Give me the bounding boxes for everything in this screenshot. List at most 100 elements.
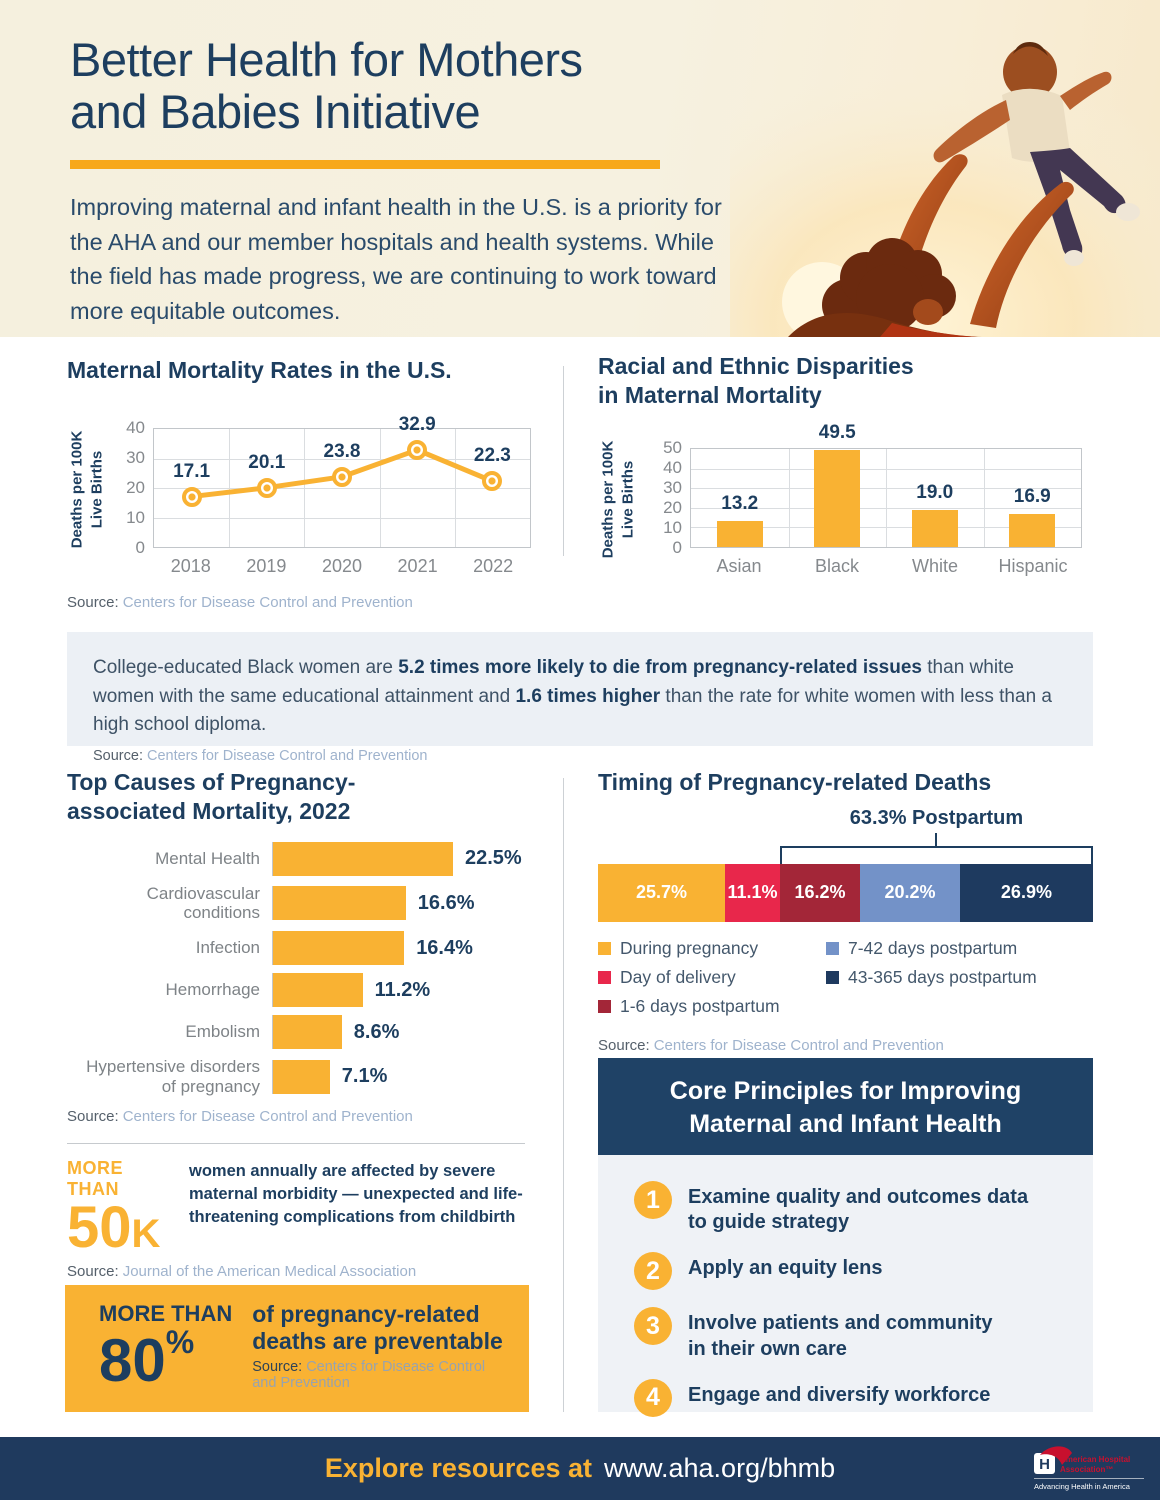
cause-bar-area: 8.6% bbox=[272, 1015, 539, 1050]
cause-value: 22.5% bbox=[465, 847, 522, 870]
x-category-label: 2018 bbox=[170, 556, 211, 576]
principle-item: 1 Examine quality and outcomes data to gu… bbox=[634, 1181, 1071, 1235]
stat-50k-figure: MORE THAN 50K bbox=[67, 1158, 175, 1257]
line-chart-plot-area: 17.1 20.1 23.8 32.9 22.3 bbox=[153, 414, 531, 548]
data-label: 22.3 bbox=[473, 445, 511, 467]
y-tick-label: 50 bbox=[663, 438, 682, 457]
cause-row: Embolism 8.6% bbox=[67, 1015, 539, 1050]
stat-kicker: MORE THAN bbox=[67, 1158, 123, 1199]
page-title: Better Health for Mothers and Babies Ini… bbox=[70, 34, 583, 137]
x-category-label: Hispanic bbox=[998, 556, 1068, 576]
legend-swatch-icon bbox=[598, 999, 611, 1013]
cause-row: Hemorrhage 11.2% bbox=[67, 973, 539, 1008]
svg-text:H: H bbox=[1039, 1456, 1050, 1473]
source-link[interactable]: Journal of the American Medical Associat… bbox=[122, 1263, 417, 1281]
x-category-label: 2022 bbox=[473, 556, 514, 576]
cause-label: Mental Health bbox=[155, 849, 260, 869]
data-point-2018 bbox=[181, 486, 202, 507]
source-link[interactable]: Centers for Disease Control and Preventi… bbox=[653, 1036, 944, 1054]
data-point-2022 bbox=[482, 471, 503, 492]
source-attribution: Source: Centers for Disease Control and P… bbox=[93, 747, 428, 764]
cause-row: Hypertensive disorders of pregnancy 7.1% bbox=[67, 1057, 539, 1096]
postpartum-bracket bbox=[779, 845, 1093, 864]
footer-prefix: Explore resources at bbox=[324, 1453, 592, 1483]
callout-text: College-educated Black women are 5.2 tim… bbox=[93, 657, 1052, 735]
principle-number-badge: 4 bbox=[634, 1378, 672, 1417]
data-point-2021 bbox=[407, 439, 428, 460]
source-attribution: Source: Centers for Disease Control and P… bbox=[67, 594, 413, 611]
cause-bar bbox=[273, 841, 453, 876]
x-category-label: White bbox=[911, 556, 958, 576]
bar-chart-x-labels: Asian Black White Hispanic bbox=[690, 556, 1082, 577]
cause-label: Hypertensive disorders of pregnancy bbox=[86, 1057, 260, 1096]
cause-bar bbox=[273, 931, 405, 966]
source-link[interactable]: Centers for Disease Control and Preventi… bbox=[122, 1108, 413, 1126]
title-underline-rule bbox=[70, 160, 660, 169]
cause-bar bbox=[273, 886, 406, 921]
severe-morbidity-stat: MORE THAN 50K women annually are affecte… bbox=[67, 1158, 537, 1280]
stacked-bar: 25.7% 11.1% 16.2% 20.2% 26.9% bbox=[598, 863, 1093, 922]
footer-url-link[interactable]: www.aha.org/bhmb bbox=[604, 1453, 836, 1483]
source-link[interactable]: Centers for Disease Control and Preventi… bbox=[122, 594, 413, 611]
data-label: 19.0 bbox=[916, 481, 954, 503]
y-tick-label: 30 bbox=[126, 448, 145, 467]
source-link[interactable]: Centers for Disease Control and Preventi… bbox=[252, 1359, 486, 1392]
x-category-label: 2020 bbox=[321, 556, 362, 576]
source-link[interactable]: Centers for Disease Control and Preventi… bbox=[146, 747, 428, 764]
hero-section: Better Health for Mothers and Babies Ini… bbox=[0, 0, 1160, 337]
y-tick-label: 20 bbox=[663, 498, 682, 517]
racial-disparities-bar-chart: Racial and Ethnic Disparities in Materna… bbox=[598, 352, 1093, 592]
disparity-callout: College-educated Black women are 5.2 tim… bbox=[67, 632, 1093, 764]
mother-and-baby-photo bbox=[730, 0, 1160, 337]
legend-item: 1-6 days postpartum bbox=[598, 996, 826, 1017]
segment-1-6 days postpartum: 16.2% bbox=[779, 863, 861, 922]
principle-item: 3 Involve patients and community in their… bbox=[634, 1307, 1071, 1361]
segment-43-365 days postpartum: 26.9% bbox=[959, 863, 1093, 922]
stat-50k-text: women annually are affected by severe ma… bbox=[189, 1162, 523, 1226]
cause-bar bbox=[273, 973, 363, 1008]
data-label: 20.1 bbox=[248, 451, 286, 473]
cause-value: 8.6% bbox=[353, 1020, 400, 1043]
source-attribution: Source: Centers for Disease Control and P… bbox=[598, 1036, 944, 1054]
y-tick-label: 20 bbox=[126, 478, 145, 497]
baby-silhouette bbox=[933, 42, 1140, 266]
cause-value: 7.1% bbox=[341, 1065, 388, 1088]
segment-During pregnancy: 25.7% bbox=[598, 863, 726, 922]
principle-item: 2 Apply an equity lens bbox=[634, 1252, 1071, 1291]
x-category-label: Black bbox=[814, 556, 859, 576]
legend-label: During pregnancy bbox=[620, 937, 759, 958]
source-attribution: Source: Centers for Disease Control and P… bbox=[67, 1108, 413, 1126]
y-tick-label: 10 bbox=[126, 508, 145, 527]
gridline bbox=[886, 449, 887, 547]
bar-chart-title: Racial and Ethnic Disparities in Materna… bbox=[598, 353, 914, 408]
principle-item: 4 Engage and diversify workforce bbox=[634, 1378, 1071, 1417]
principle-number-badge: 1 bbox=[634, 1181, 672, 1219]
top-causes-title: Top Causes of Pregnancy- associated Mort… bbox=[67, 769, 356, 824]
y-tick-label: 0 bbox=[672, 538, 682, 557]
source-attribution: Source: Journal of the American Medical A… bbox=[67, 1263, 417, 1281]
cause-bar-area: 22.5% bbox=[272, 841, 539, 876]
postpartum-annotation: 63.3% Postpartum bbox=[849, 806, 1024, 829]
data-label: 23.8 bbox=[323, 440, 361, 462]
cause-label: Cardiovascular conditions bbox=[146, 883, 260, 923]
legend-swatch-icon bbox=[598, 970, 611, 984]
annotation-tick bbox=[935, 832, 938, 847]
line-chart-x-labels: 2018 2019 2020 2021 2022 bbox=[153, 556, 531, 577]
principle-text: Apply an equity lens bbox=[688, 1257, 883, 1280]
cause-label: Infection bbox=[195, 938, 260, 958]
stat-80-figure: MORE THAN 80% bbox=[99, 1301, 233, 1394]
gridline bbox=[379, 429, 381, 547]
legend-label: 7-42 days postpartum bbox=[848, 937, 1018, 958]
legend-label: 1-6 days postpartum bbox=[620, 995, 780, 1016]
data-point-2020 bbox=[332, 466, 352, 487]
intro-paragraph: Improving maternal and infant health in … bbox=[70, 194, 722, 324]
timing-chart-title: Timing of Pregnancy-related Deaths bbox=[598, 769, 992, 795]
cause-label: Hemorrhage bbox=[165, 980, 261, 1000]
stat-kicker: MORE THAN bbox=[99, 1301, 233, 1326]
flag-swoosh-icon bbox=[1040, 1446, 1072, 1465]
cause-bar bbox=[273, 1015, 342, 1050]
y-tick-label: 30 bbox=[663, 478, 682, 497]
gridline bbox=[454, 429, 456, 547]
y-tick-label: 0 bbox=[135, 538, 145, 557]
